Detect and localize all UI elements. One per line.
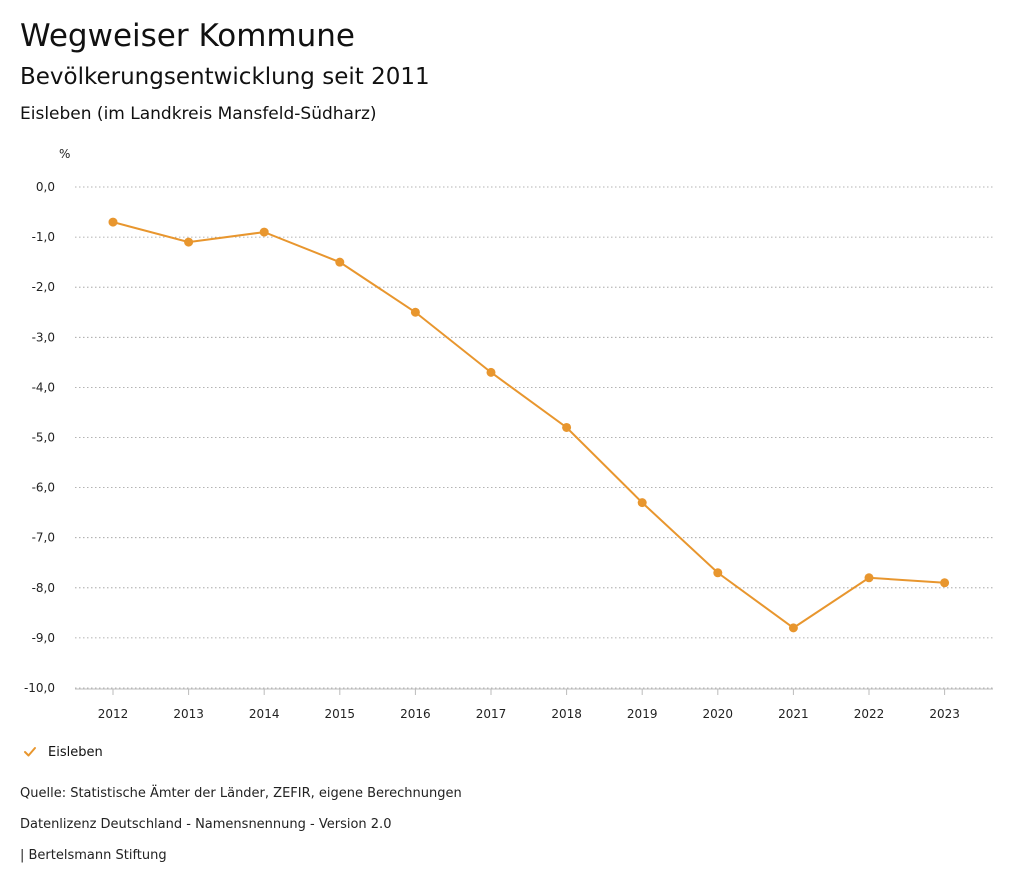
series-layer — [108, 217, 950, 633]
data-point[interactable] — [410, 307, 420, 317]
series-line — [112, 221, 945, 630]
x-tick-label: 2014 — [249, 707, 280, 721]
x-tick-label: 2021 — [778, 707, 809, 721]
data-point[interactable] — [486, 367, 496, 377]
data-point[interactable] — [940, 578, 950, 588]
y-axis-unit: % — [59, 147, 71, 161]
x-tick-label: 2016 — [400, 707, 431, 721]
data-point[interactable] — [108, 217, 118, 227]
y-tick-label: 0,0 — [36, 180, 55, 194]
x-axis: 2012 2013 2014 2015 2016 2017 2018 2019 2020 2021… — [75, 688, 993, 721]
y-tick-label: -4,0 — [32, 380, 55, 394]
y-tick-label: -8,0 — [32, 581, 55, 595]
y-tick-label: -6,0 — [32, 481, 55, 495]
data-point[interactable] — [184, 237, 194, 247]
legend[interactable]: Eisleben — [22, 744, 103, 760]
x-tick-label: 2020 — [703, 707, 734, 721]
legend-label: Eisleben — [48, 744, 103, 760]
x-tick-label: 2018 — [551, 707, 582, 721]
chart-subtitle: Bevölkerungsentwicklung seit 2011 — [20, 64, 430, 90]
y-tick-label: -3,0 — [32, 330, 55, 344]
x-tick-label: 2019 — [627, 707, 658, 721]
publisher-note: | Bertelsmann Stiftung — [20, 848, 167, 863]
y-tick-label: -1,0 — [32, 230, 55, 244]
data-point[interactable] — [864, 573, 874, 583]
x-tick-label: 2015 — [325, 707, 356, 721]
y-axis-ticks: 0,0 -1,0 -2,0 -3,0 -4,0 -5,0 -6,0 -7,0 -8,0 -9,0 -… — [24, 180, 55, 695]
data-point[interactable] — [562, 422, 572, 432]
x-tick-label: 2022 — [854, 707, 885, 721]
y-tick-label: -9,0 — [32, 631, 55, 645]
license-note: Datenlizenz Deutschland - Namensnennung … — [20, 817, 392, 832]
data-point[interactable] — [637, 498, 647, 508]
page-title: Wegweiser Kommune — [20, 18, 355, 54]
y-tick-label: -5,0 — [32, 431, 55, 445]
y-tick-label: -2,0 — [32, 280, 55, 294]
data-point[interactable] — [713, 568, 723, 578]
x-tick-label: 2012 — [98, 707, 129, 721]
y-tick-label: -10,0 — [24, 681, 55, 695]
source-note: Quelle: Statistische Ämter der Länder, Z… — [20, 786, 462, 801]
data-point[interactable] — [259, 227, 269, 237]
data-point[interactable] — [335, 257, 345, 267]
y-tick-label: -7,0 — [32, 531, 55, 545]
x-tick-label: 2013 — [173, 707, 204, 721]
region-label: Eisleben (im Landkreis Mansfeld-Südharz) — [20, 104, 377, 124]
line-chart: 0,0 -1,0 -2,0 -3,0 -4,0 -5,0 -6,0 -7,0 -8,0 -9,0 -… — [24, 180, 993, 721]
check-icon — [24, 747, 36, 757]
data-point[interactable] — [788, 623, 798, 633]
x-tick-label: 2017 — [476, 707, 507, 721]
x-tick-label: 2023 — [929, 707, 960, 721]
grid-lines — [75, 186, 993, 689]
